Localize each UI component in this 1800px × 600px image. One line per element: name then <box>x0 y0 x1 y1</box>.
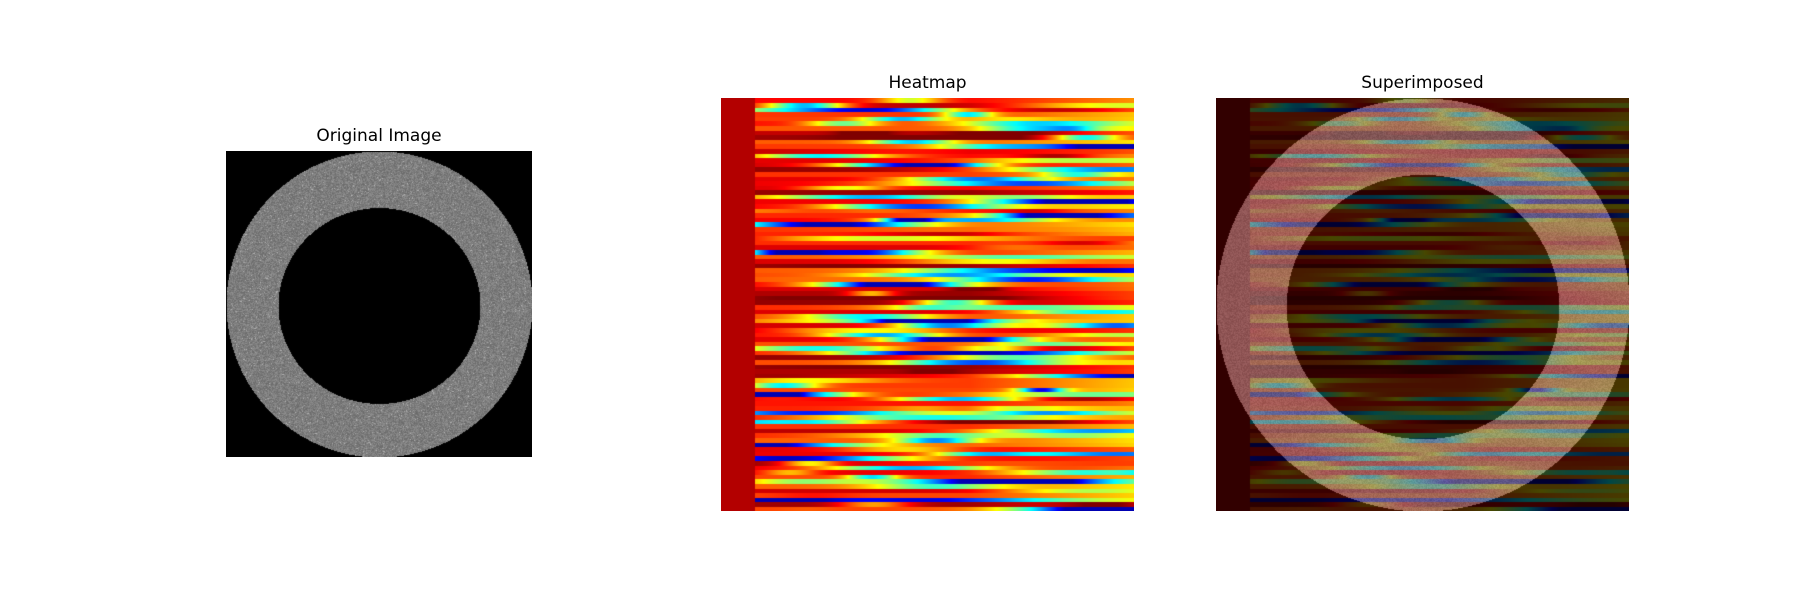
heatmap-panel: Heatmap <box>721 73 1134 511</box>
heatmap-title: Heatmap <box>888 73 967 93</box>
original-image-title: Original Image <box>316 126 442 146</box>
original-image <box>226 151 532 457</box>
superimposed-title: Superimposed <box>1361 73 1484 93</box>
superimposed-panel: Superimposed <box>1216 73 1629 511</box>
superimposed-image <box>1216 98 1629 511</box>
original-image-panel: Original Image <box>226 126 532 457</box>
heatmap-image <box>721 98 1134 511</box>
